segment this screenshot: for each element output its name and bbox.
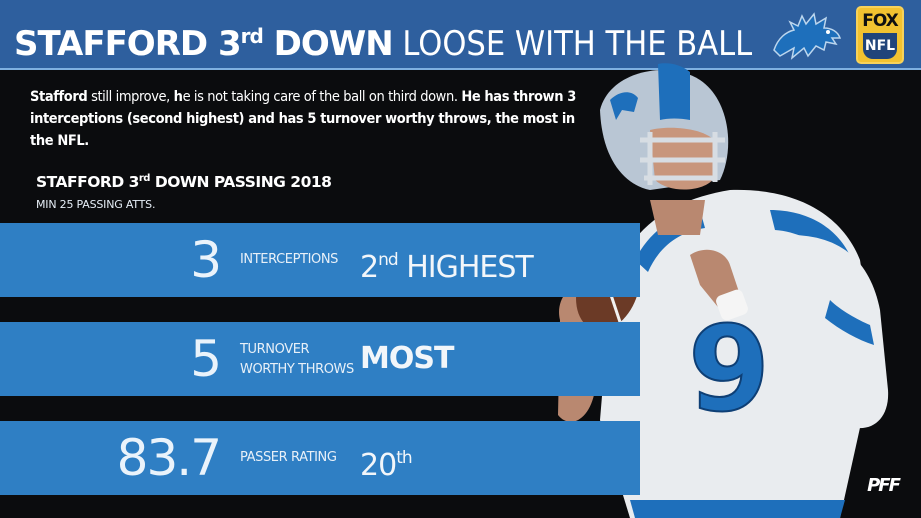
intro-part5: He has thrown 3 interceptions (second hi… xyxy=(30,89,576,149)
svg-text:9: 9 xyxy=(688,300,770,438)
section-note: MIN 25 PASSING ATTS. xyxy=(36,198,156,211)
rank-sup: th xyxy=(396,448,412,468)
page-title: STAFFORD 3rd DOWN LOOSE WITH THE BALL xyxy=(14,14,752,64)
fox-text: FOX xyxy=(862,11,899,31)
title-rest: LOOSE WITH THE BALL xyxy=(392,24,753,64)
rank-rest: HIGHEST xyxy=(397,250,534,285)
stat-bar-interceptions: 3 INTERCEPTIONS 2nd HIGHEST xyxy=(0,223,640,297)
fox-nfl-badge: FOX NFL xyxy=(856,6,904,64)
stat-bar-turnover-worthy-throws: 5 TURNOVER WORTHY THROWS MOST xyxy=(0,322,640,396)
header-banner: STAFFORD 3rd DOWN LOOSE WITH THE BALL FO… xyxy=(0,0,921,70)
intro-part1: Stafford xyxy=(30,89,88,105)
title-sup: rd xyxy=(240,24,264,48)
stat-label: PASSER RATING xyxy=(240,450,337,465)
stat-label: TURNOVER WORTHY THROWS xyxy=(240,342,354,377)
section-title-sup: rd xyxy=(138,173,151,184)
stat-bar-passer-rating: 83.7 PASSER RATING 20th xyxy=(0,421,640,495)
title-strong: STAFFORD 3 xyxy=(14,24,242,64)
stat-value: 5 xyxy=(190,330,222,388)
section-title-b: DOWN PASSING 2018 xyxy=(149,173,332,191)
stat-label: INTERCEPTIONS xyxy=(240,252,339,267)
section-title-a: STAFFORD 3 xyxy=(36,173,139,191)
intro-part3: h xyxy=(173,89,183,105)
nfl-text: NFL xyxy=(863,33,897,59)
stat-value: 83.7 xyxy=(116,429,222,487)
stat-rank: 20th xyxy=(360,438,413,486)
title-strong-2: DOWN xyxy=(262,24,394,64)
rank-sup: nd xyxy=(378,250,399,270)
stat-value: 3 xyxy=(190,231,222,289)
rank-number: 20 xyxy=(360,448,397,483)
intro-part4: e is not taking care of the ball on thir… xyxy=(182,89,462,105)
stat-rank: MOST xyxy=(360,339,454,379)
pff-logo: PFF xyxy=(867,475,901,496)
intro-paragraph: Stafford still improve, he is not taking… xyxy=(30,86,590,152)
intro-part2: still improve, xyxy=(87,89,174,105)
rank-number: 2 xyxy=(360,250,379,285)
stat-rank: 2nd HIGHEST xyxy=(360,240,534,288)
section-title: STAFFORD 3rd DOWN PASSING 2018 xyxy=(36,173,332,191)
rank-number: MOST xyxy=(360,341,454,376)
lions-logo xyxy=(773,12,842,60)
